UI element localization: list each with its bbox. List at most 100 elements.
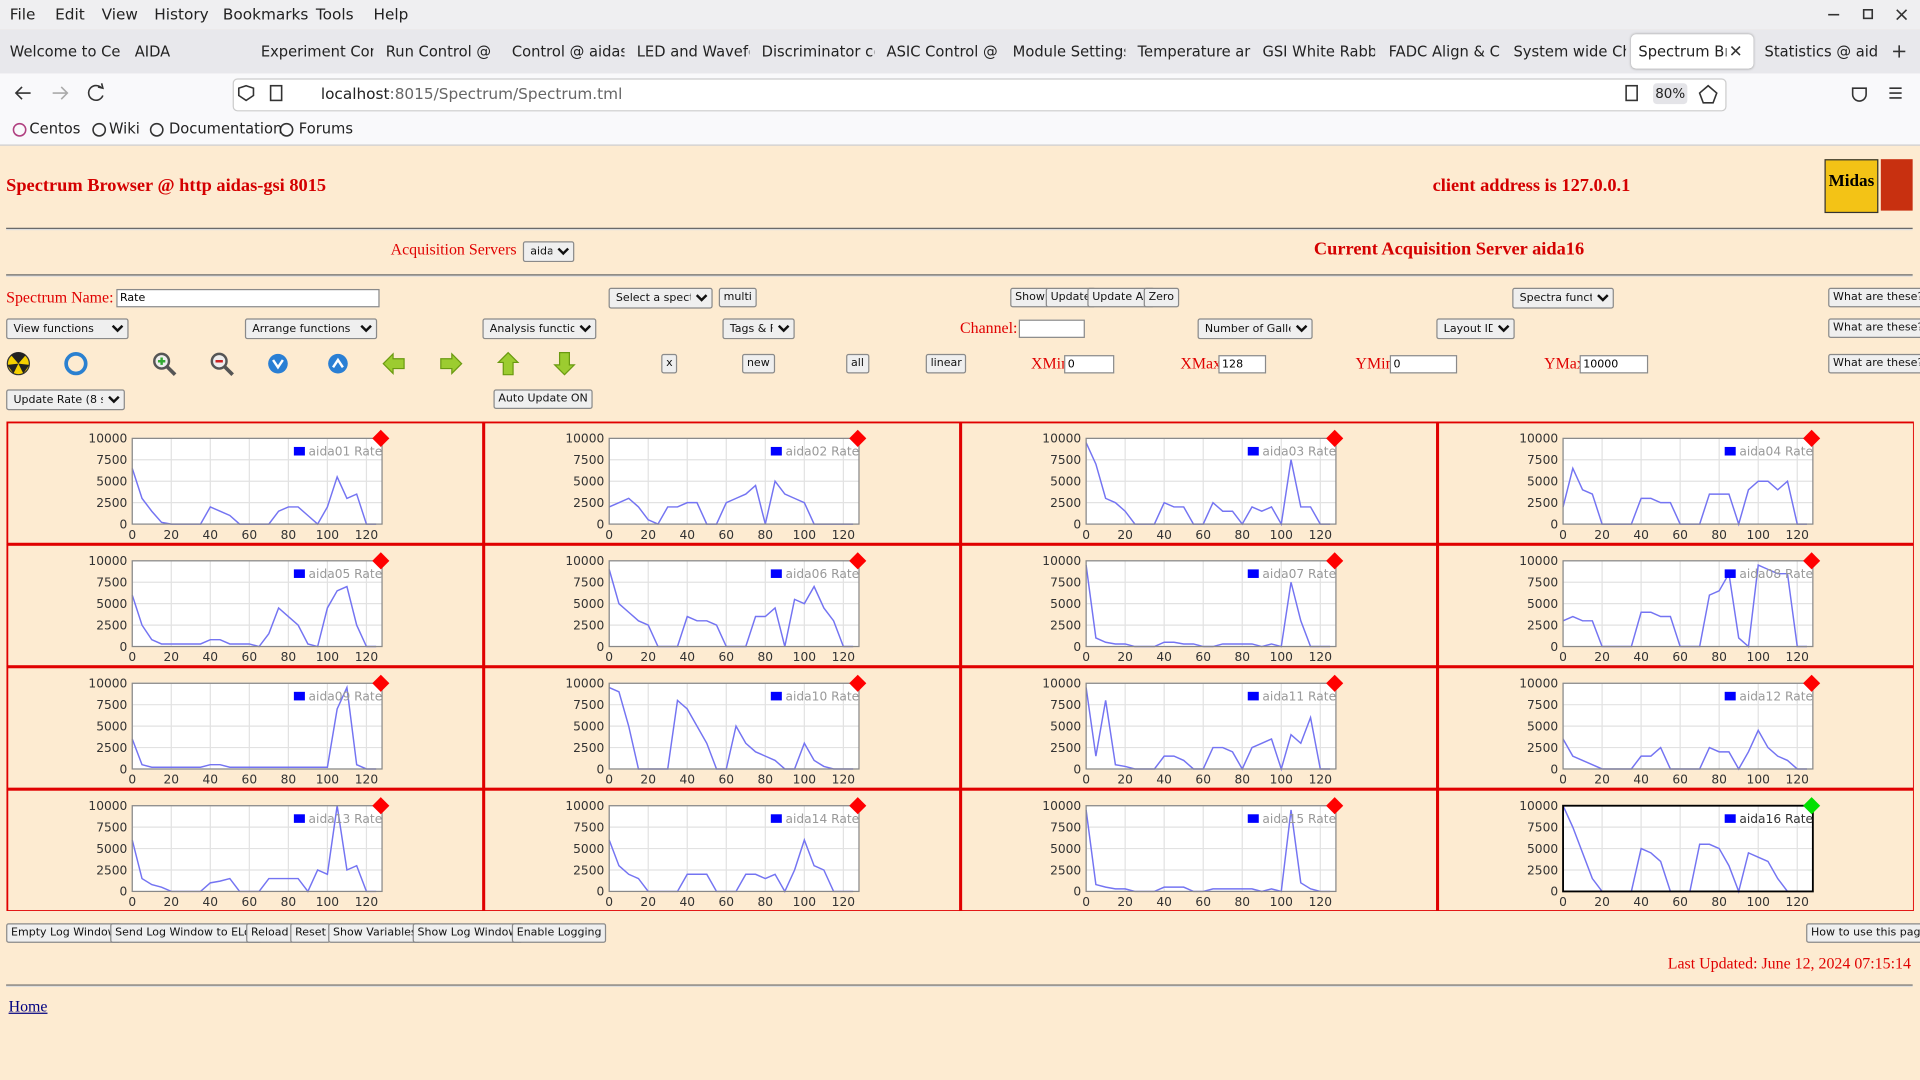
logo-text: Midas xyxy=(1828,172,1875,192)
tab[interactable]: Statistics @ aid xyxy=(1764,42,1878,60)
tab[interactable]: Experiment Con xyxy=(260,42,374,60)
dropdown[interactable]: Analysis functions xyxy=(482,318,597,340)
button[interactable]: Zero xyxy=(1143,287,1179,308)
text-input[interactable] xyxy=(1218,355,1267,374)
tab[interactable]: GSI White Rabbi xyxy=(1262,42,1376,60)
x-tick-label: 100 xyxy=(1747,528,1770,542)
button[interactable]: Enable Logging xyxy=(511,923,607,943)
gallery-frame xyxy=(960,543,1438,668)
tab[interactable]: Discriminator co xyxy=(761,42,875,60)
client-address: client address is 127.0.0.1 xyxy=(1432,176,1631,196)
active-tab[interactable] xyxy=(1631,34,1754,69)
x-tick-label: 20 xyxy=(1594,773,1610,787)
button[interactable]: new xyxy=(742,353,775,374)
button[interactable]: Auto Update ON xyxy=(493,389,593,409)
x-tick-label: 40 xyxy=(679,528,695,542)
plot-border xyxy=(131,805,383,893)
label: Spectrum Name: xyxy=(6,287,114,307)
menu-item[interactable]: View xyxy=(101,4,138,24)
button[interactable]: Reset xyxy=(290,923,331,943)
menu-item[interactable]: Bookmarks xyxy=(222,4,309,24)
dropdown[interactable]: Layout ID=1 xyxy=(1436,318,1515,340)
tab[interactable]: Run Control @ xyxy=(385,42,492,60)
dropdown[interactable]: Number of Galleries xyxy=(1197,318,1313,340)
text-input[interactable] xyxy=(1018,319,1085,338)
y-tick-label: 10000 xyxy=(88,799,127,813)
y-tick-label: 2500 xyxy=(573,863,604,877)
tab[interactable]: Control @ aidas xyxy=(511,42,625,60)
plot-border xyxy=(608,805,860,893)
tab[interactable]: LED and Wavefo xyxy=(636,42,750,60)
button[interactable]: What are these? xyxy=(1828,287,1920,308)
bookmark[interactable]: Forums xyxy=(298,120,354,138)
gallery-frame xyxy=(483,421,961,545)
x-tick-label: 80 xyxy=(758,528,774,542)
x-tick-label: 20 xyxy=(1594,650,1610,664)
y-tick-label: 7500 xyxy=(1050,576,1081,590)
tab[interactable]: System wide Ch xyxy=(1513,42,1627,60)
x-tick-label: 40 xyxy=(1633,650,1649,664)
button[interactable]: Show Log Window xyxy=(412,923,523,943)
menu-item[interactable]: File xyxy=(9,4,36,24)
gallery-frame xyxy=(6,788,484,912)
x-tick-label: 100 xyxy=(1270,773,1293,787)
plot-border xyxy=(1085,437,1337,525)
gallery-frame xyxy=(483,666,961,790)
url-bar[interactable] xyxy=(232,78,1727,112)
x-tick-label: 0 xyxy=(1559,528,1567,542)
dropdown[interactable]: Spectra functions xyxy=(1512,287,1614,309)
menu-item[interactable]: Edit xyxy=(55,4,85,24)
text-input[interactable] xyxy=(1064,355,1115,374)
button[interactable]: Update All xyxy=(1087,287,1155,308)
zoom-level[interactable]: 80% xyxy=(1653,83,1688,105)
button[interactable]: Update xyxy=(1045,287,1096,308)
dropdown[interactable]: View functions xyxy=(6,318,129,340)
x-tick-label: 0 xyxy=(605,773,613,787)
tab[interactable]: AIDA xyxy=(134,42,171,60)
button[interactable]: What are these? xyxy=(1828,318,1920,338)
tab[interactable]: Spectrum Bro xyxy=(1638,42,1726,60)
dropdown[interactable]: Arrange functions xyxy=(244,318,378,340)
x-tick-label: 0 xyxy=(1082,895,1090,909)
text-input[interactable] xyxy=(116,288,380,308)
tab[interactable]: Module Settings xyxy=(1012,42,1126,60)
y-tick-label: 7500 xyxy=(1527,820,1558,834)
status-marker xyxy=(849,797,867,815)
page-title: Spectrum Browser @ http aidas-gsi 8015 xyxy=(6,176,327,196)
x-tick-label: 60 xyxy=(718,895,734,909)
button[interactable]: multi xyxy=(718,287,757,308)
menu-item[interactable]: Tools xyxy=(315,4,354,24)
button[interactable]: What are these? xyxy=(1828,353,1920,374)
tab[interactable]: ASIC Control @ xyxy=(886,42,998,60)
dropdown[interactable]: Select a spectrum xyxy=(608,287,713,309)
menu-item[interactable]: History xyxy=(154,4,209,24)
text-input[interactable] xyxy=(1389,355,1458,374)
bookmark[interactable]: Wiki xyxy=(108,120,140,138)
button[interactable]: x xyxy=(661,353,678,374)
dropdown[interactable]: Tags & Fits xyxy=(722,318,795,340)
button[interactable]: Reload xyxy=(246,923,294,943)
legend-label: aida03 Rate xyxy=(1262,445,1336,459)
y-tick-label: 7500 xyxy=(1050,698,1081,712)
dropdown[interactable]: aida16 xyxy=(522,241,575,263)
home-link[interactable]: Home xyxy=(8,996,48,1016)
button[interactable]: Empty Log Window xyxy=(6,923,122,943)
button[interactable]: linear xyxy=(925,353,967,374)
button[interactable]: Show Variables xyxy=(328,923,422,943)
tab[interactable]: Welcome to Ce xyxy=(9,42,121,60)
y-tick-label: 7500 xyxy=(1527,576,1558,590)
bookmark[interactable]: Centos xyxy=(29,120,81,138)
tab[interactable]: Temperature an xyxy=(1137,42,1251,60)
x-tick-label: 80 xyxy=(281,650,297,664)
text-input[interactable] xyxy=(1579,355,1649,374)
button[interactable]: all xyxy=(846,353,869,374)
y-tick-label: 7500 xyxy=(573,453,604,467)
button[interactable]: Show xyxy=(1010,287,1050,308)
button[interactable]: Send Log Window to ELog xyxy=(110,923,263,943)
dropdown[interactable]: Update Rate (8 secs) xyxy=(6,389,125,411)
menu-item[interactable]: Help xyxy=(373,4,409,24)
tab[interactable]: FADC Align & C xyxy=(1388,42,1500,60)
bookmark[interactable]: Documentation xyxy=(168,120,283,138)
y-tick-label: 0 xyxy=(120,640,128,654)
button[interactable]: How to use this page xyxy=(1806,923,1920,943)
